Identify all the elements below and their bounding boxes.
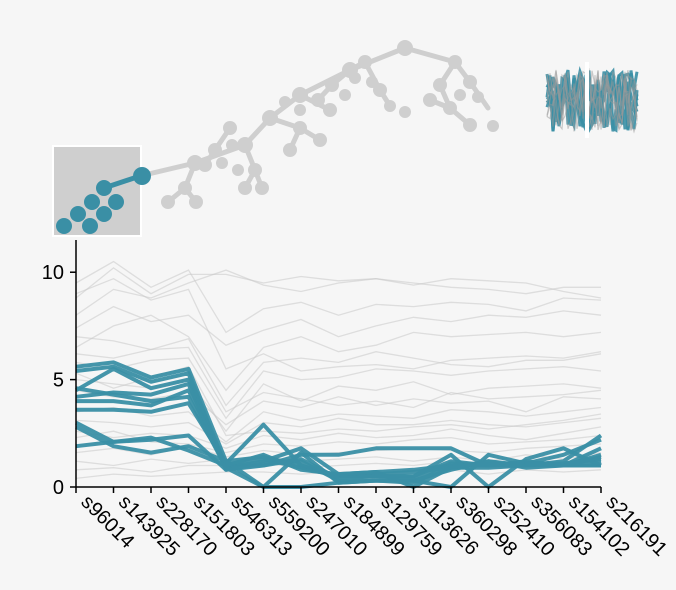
- tree-node[interactable]: [384, 100, 396, 112]
- thumbnail-line: [546, 72, 638, 131]
- tree-node[interactable]: [237, 137, 253, 153]
- context-series-line: [75, 406, 602, 443]
- tree-node[interactable]: [292, 87, 308, 103]
- tree-node[interactable]: [454, 89, 466, 101]
- context-series-line: [75, 357, 602, 420]
- tree-node[interactable]: [373, 83, 387, 97]
- context-series-line: [75, 260, 602, 334]
- tree-node[interactable]: [487, 120, 499, 132]
- context-series-line: [75, 338, 602, 407]
- tree-link: [402, 45, 458, 65]
- tree-node[interactable]: [198, 158, 212, 172]
- thumbnail-divider: [585, 62, 589, 138]
- selected-tree-node[interactable]: [84, 194, 100, 210]
- tree-node[interactable]: [448, 55, 462, 69]
- tree-node[interactable]: [226, 139, 238, 151]
- tree-node[interactable]: [323, 103, 337, 117]
- tree-node[interactable]: [294, 104, 306, 116]
- tree-node[interactable]: [208, 143, 222, 157]
- selected-tree-node[interactable]: [70, 206, 86, 222]
- context-series-line: [75, 277, 602, 372]
- tree-node[interactable]: [433, 78, 447, 92]
- selected-tree-node[interactable]: [56, 218, 72, 234]
- tree-node[interactable]: [283, 143, 297, 157]
- tree-node[interactable]: [397, 40, 413, 56]
- tree-node[interactable]: [279, 96, 291, 108]
- tree-node[interactable]: [325, 78, 339, 92]
- tree-node[interactable]: [313, 133, 327, 147]
- tree-node[interactable]: [293, 121, 307, 135]
- mini-line-thumbnail[interactable]: [545, 62, 639, 138]
- dendrogram-tree[interactable]: [52, 40, 499, 237]
- tree-node[interactable]: [189, 195, 203, 209]
- thumbnail-line: [546, 76, 638, 126]
- tree-node[interactable]: [399, 106, 411, 118]
- selected-tree-node[interactable]: [96, 206, 112, 222]
- tree-node[interactable]: [232, 164, 244, 176]
- tree-node[interactable]: [349, 72, 361, 84]
- thumbnail-line: [546, 70, 638, 129]
- tree-node[interactable]: [262, 110, 278, 126]
- selected-tree-node[interactable]: [96, 180, 112, 196]
- tree-node[interactable]: [216, 157, 228, 169]
- tree-node[interactable]: [255, 181, 269, 195]
- tree-node[interactable]: [311, 93, 325, 107]
- tree-node[interactable]: [339, 89, 351, 101]
- highlighted-series-line[interactable]: [75, 420, 602, 489]
- y-tick-label: 10: [42, 262, 64, 284]
- tree-node[interactable]: [423, 93, 437, 107]
- tree-node[interactable]: [358, 55, 372, 69]
- selected-tree-node[interactable]: [133, 167, 151, 185]
- y-tick-label: 5: [53, 370, 64, 392]
- context-series-group: [75, 260, 602, 480]
- context-series-line: [75, 269, 602, 316]
- thumbnail-line: [546, 69, 638, 131]
- highlighted-series-group[interactable]: [75, 360, 603, 489]
- tree-node[interactable]: [248, 163, 262, 177]
- thumbnail-line: [546, 67, 638, 134]
- tree-node[interactable]: [178, 181, 192, 195]
- tree-node[interactable]: [463, 75, 477, 89]
- tree-node[interactable]: [223, 121, 237, 135]
- selected-tree-node[interactable]: [108, 194, 124, 210]
- context-series-line: [75, 314, 602, 392]
- context-series-line: [75, 389, 602, 426]
- selected-tree-node[interactable]: [82, 218, 98, 234]
- context-series-line: [75, 267, 601, 299]
- context-series-line: [75, 336, 602, 413]
- context-series-line: [75, 305, 602, 346]
- context-series-line: [75, 430, 602, 454]
- highlighted-series-line[interactable]: [75, 364, 601, 477]
- context-series-line: [75, 426, 602, 449]
- highlighted-series-line[interactable]: [75, 433, 603, 489]
- tree-node[interactable]: [366, 76, 378, 88]
- context-series-line: [75, 451, 602, 467]
- tree-node[interactable]: [161, 195, 175, 209]
- tree-node[interactable]: [472, 91, 484, 103]
- tree-node[interactable]: [463, 118, 477, 132]
- tree-node[interactable]: [238, 181, 252, 195]
- y-tick-label: 0: [53, 477, 64, 499]
- tree-node[interactable]: [443, 101, 457, 115]
